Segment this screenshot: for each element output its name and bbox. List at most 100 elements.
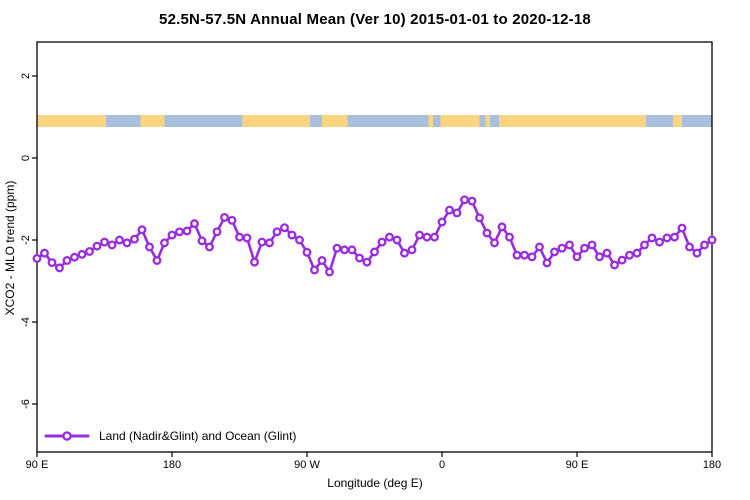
surface-band-segment-land [440,115,480,127]
data-point [407,245,417,255]
x-tick-label: 180 [703,459,721,471]
legend: Land (Nadir&Glint) and Ocean (Glint) [44,429,296,443]
data-point [497,222,507,232]
data-point [310,265,319,275]
data-point [647,233,657,243]
data-point [182,226,192,236]
data-point [47,258,57,267]
data-point [347,245,357,255]
data-point [557,243,567,253]
data-point [392,235,402,245]
data-point [700,240,709,250]
data-point [632,248,642,258]
data-point [115,235,124,245]
surface-band-segment-land [242,115,310,127]
data-point [505,232,514,242]
data-point [512,250,522,260]
plot-border [36,41,713,453]
data-point [595,252,604,262]
data-point [625,250,634,260]
data-point [542,258,552,268]
data-point [302,247,312,257]
data-point [527,252,537,262]
data-point [257,237,267,247]
surface-band-segment-land [485,115,490,127]
data-point [415,230,424,240]
data-point [565,240,574,250]
data-point [520,250,529,260]
data-point [677,223,687,233]
data-point [265,238,274,248]
data-point [250,257,259,267]
x-axis-label: Longitude (deg E) [327,476,423,490]
data-point [122,238,132,248]
surface-band-segment-ocean [490,115,499,127]
surface-band-segment-ocean [682,115,712,127]
data-point [437,217,447,227]
surface-band-segment-land [322,115,348,127]
data-point [692,248,702,258]
x-tick-label: 90 E [26,459,49,471]
data-point [385,232,394,242]
data-point [152,256,162,265]
data-point [377,237,387,247]
data-point [340,245,349,255]
data-point [287,230,297,240]
data-point [422,232,432,242]
data-point [130,234,139,244]
data-point [77,249,87,259]
data-point [662,233,672,243]
data-point [475,213,484,223]
data-point [587,240,597,250]
data-point [362,257,372,267]
chart-title: 52.5N-57.5N Annual Mean (Ver 10) 2015-01… [159,11,591,28]
surface-band-segment-ocean [433,115,441,127]
surface-band-segment-ocean [479,115,486,127]
data-point [452,208,462,218]
data-point [227,215,237,225]
data-point [175,227,184,237]
series-line [35,198,714,274]
data-point [535,242,544,252]
surface-band-segment-land [428,115,433,127]
data-point [190,219,199,229]
data-point [280,223,289,233]
data-point [160,238,169,248]
data-point [685,242,694,252]
surface-band-segment-land [37,115,106,127]
data-point [167,230,177,240]
data-point [295,235,304,245]
x-tick-label: 0 [439,459,445,471]
data-point [617,255,627,265]
data-point [332,243,342,253]
data-point [92,241,102,251]
data-point [40,248,49,258]
data-point [85,247,94,256]
data-point [490,238,499,248]
data-point [197,236,207,246]
data-point [272,227,282,237]
data-point [205,242,214,252]
y-tick-label: -6 [20,399,32,409]
data-point [107,240,117,250]
y-tick-label: 0 [20,155,32,161]
data-point [670,232,679,242]
x-tick-label: 90 E [566,459,589,471]
surface-band-segment-ocean [310,115,322,127]
surface-band-segment-ocean [106,115,141,127]
surface-band-segment-land [499,115,646,127]
data-point [32,254,42,263]
surface-band-segment-land [140,115,165,127]
data-point [460,195,469,205]
data-point [602,248,612,258]
data-point [242,233,252,243]
data-point [430,232,439,242]
x-tick-label: 180 [163,459,181,471]
y-tick-label: 2 [20,73,32,79]
data-point [220,212,229,222]
data-point [482,228,492,238]
y-tick-label: -2 [20,235,32,245]
data-point [572,252,582,262]
